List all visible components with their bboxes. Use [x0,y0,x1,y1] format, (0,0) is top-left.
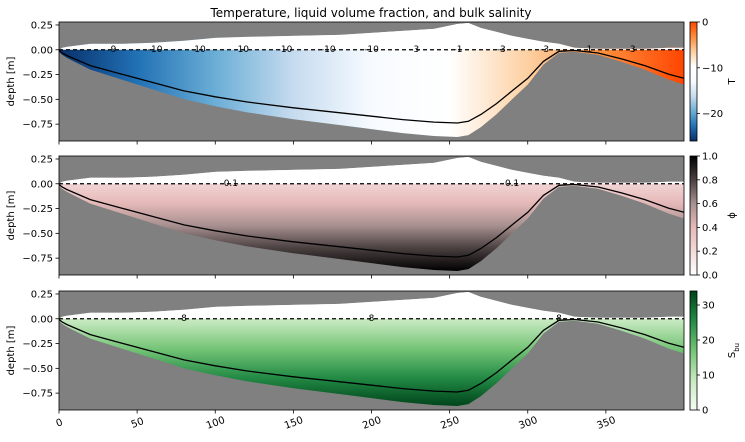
contour-label: -3 [410,45,419,55]
y-tick-label: 0.00 [31,314,53,325]
y-tick-label: 0.25 [31,20,53,31]
panel-1: -9 -10 -10 -10 -10 -10 -10 -3 -1 -3 -3 -1 -3 0.25 0.00… [6,18,738,145]
surface-layer [59,23,684,50]
chart-title: Temperature, liquid volume fraction, and… [209,6,531,20]
contour-label: -9 [107,45,116,55]
contour-label: -10 [321,45,336,55]
x-tick-label: 0 [55,417,65,430]
y-tick-label: −0.75 [22,389,53,400]
x-tick-label: 350 [596,415,618,432]
y-tick-label: −0.50 [22,95,53,106]
x-tick-label: 150 [283,415,305,432]
colorbar-label: Sbu [727,343,741,358]
contour-label: -1 [454,45,463,55]
x-tick-label: 50 [130,416,146,431]
colorbar-tick-label: −10 [702,63,723,74]
contour-label: -10 [191,45,206,55]
panels-group: -9 -10 -10 -10 -10 -10 -10 -3 -1 -3 -3 -1 -30.250.00… [6,18,741,432]
contour-label: 8 [181,314,187,324]
contour-label: -1 [583,45,592,55]
contour-line [59,49,684,124]
contour-label: -3 [627,45,636,55]
contour-label: -10 [148,45,163,55]
colorbar-tick-label: 0.4 [702,223,718,234]
contour-label: -10 [364,45,379,55]
contour-label: -3 [497,45,506,55]
panel-2: 0.1 0.1 0.25 0.00 −0.25 −0.50 −0.75 depth [m] 0.… [6,152,738,282]
surface-layer [59,157,684,184]
colorbar [689,21,698,142]
field-region [59,157,684,271]
contour-line [59,183,684,258]
y-tick-label: −0.75 [22,254,53,265]
colorbar-label-subscript: bu [733,343,741,352]
colorbar-tick-label: −20 [702,109,723,120]
contour-label: -10 [278,45,293,55]
colorbar-tick-label: 0 [702,18,708,29]
y-tick-label: −0.75 [22,120,53,131]
field-group: 0.1 0.1 [59,157,684,271]
y-tick-label: −0.25 [22,204,53,215]
colorbar-tick-label: 0.2 [702,247,718,258]
colorbar-tick-label: 10 [702,371,715,382]
field-group: -9 -10 -10 -10 -10 -10 -10 -3 -1 -3 -3 -1 -3 [59,23,684,137]
x-tick-label: 200 [361,415,383,432]
y-tick-label: 0.00 [31,45,53,56]
y-axis-label: depth [m] [6,325,17,375]
colorbar-tick-label: 0.0 [702,271,718,282]
colorbar-tick-label: 0 [702,406,708,417]
colorbar-tick-label: 30 [702,301,715,312]
x-tick-label: 100 [205,415,227,432]
field-group: 8 8 8 [59,292,684,406]
field-region [59,292,684,406]
contour-line [59,318,684,393]
panel-3: 8 8 8 0.25 0.00 −0.25 −0.50 −0.75 depth [m] 0 50 10… [6,289,741,431]
field-region [59,23,684,137]
colorbar-tick-label: 1.0 [702,152,718,163]
y-tick-label: −0.25 [22,70,53,81]
y-axis-label: depth [m] [6,56,17,106]
colorbar [689,290,698,411]
y-tick-label: 0.25 [31,154,53,165]
y-axis-label: depth [m] [6,190,17,240]
contour-label: 0.1 [505,179,519,189]
colorbar-label: ϕ [727,212,738,219]
surface-layer [59,292,684,319]
colorbar-tick-label: 0.6 [702,199,718,210]
contour-label: 0.1 [224,179,238,189]
colorbar-tick-label: 0.8 [702,175,718,186]
y-tick-label: −0.50 [22,364,53,375]
contour-label: 8 [369,314,375,324]
contour-label: -3 [540,45,549,55]
x-tick-label: 250 [439,415,461,432]
y-tick-label: −0.50 [22,229,53,240]
y-tick-label: −0.25 [22,339,53,350]
contour-label: -10 [234,45,249,55]
x-tick-label: 300 [517,415,539,432]
y-tick-label: 0.25 [31,289,53,300]
y-tick-label: 0.00 [31,179,53,190]
contour-label: 8 [556,314,562,324]
colorbar-tick-label: 20 [702,336,715,347]
colorbar-label: T [727,78,738,86]
colorbar [689,155,698,276]
